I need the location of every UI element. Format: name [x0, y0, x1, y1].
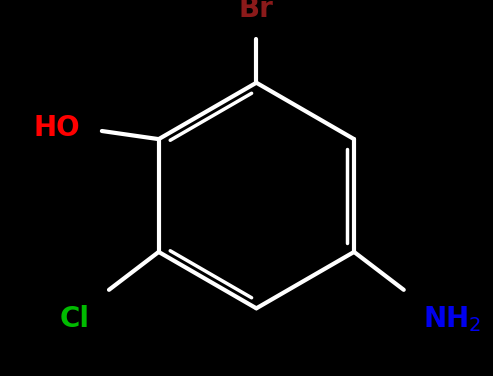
Text: Cl: Cl [60, 305, 90, 332]
Text: NH$_2$: NH$_2$ [423, 305, 482, 334]
Text: Br: Br [239, 0, 274, 23]
Text: HO: HO [33, 114, 80, 142]
